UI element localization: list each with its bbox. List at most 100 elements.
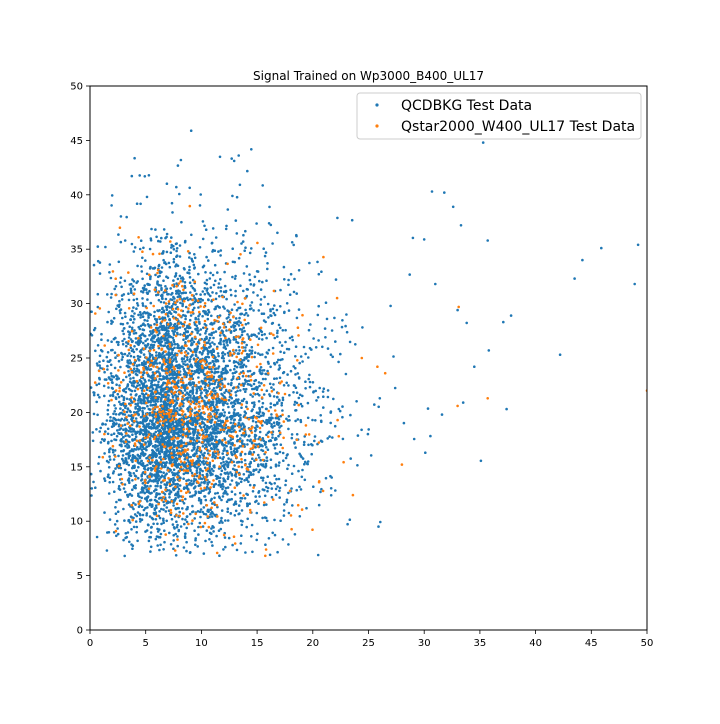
data-point [134, 372, 138, 376]
data-point [164, 441, 167, 444]
data-point [112, 391, 115, 394]
data-point [170, 353, 174, 356]
data-point [240, 534, 243, 537]
data-point [147, 467, 150, 470]
data-point [150, 332, 153, 335]
data-point [203, 386, 207, 389]
data-point [292, 243, 296, 247]
data-point [261, 372, 264, 375]
data-point [129, 393, 133, 396]
data-point [208, 387, 211, 390]
data-point [121, 454, 125, 457]
data-point [277, 464, 281, 467]
data-point [130, 543, 133, 546]
data-point [209, 508, 212, 512]
data-point [106, 442, 110, 445]
data-point [163, 540, 166, 544]
data-point [106, 360, 110, 363]
data-point [232, 324, 235, 327]
data-point [225, 449, 229, 453]
data-point [149, 277, 152, 281]
data-point [181, 404, 185, 408]
data-point [157, 355, 161, 359]
data-point [263, 421, 267, 424]
data-point [152, 330, 155, 333]
data-point [265, 503, 268, 506]
data-point [269, 223, 273, 227]
data-point [246, 169, 249, 173]
data-point [297, 308, 301, 311]
data-point [261, 184, 265, 187]
data-point [115, 500, 118, 504]
data-point [217, 365, 221, 368]
data-point [287, 384, 290, 387]
data-point [154, 479, 157, 483]
data-point [116, 532, 120, 536]
data-point [298, 361, 302, 365]
data-point [211, 544, 214, 547]
data-point [151, 444, 155, 448]
data-point [135, 514, 139, 518]
data-point [174, 456, 178, 460]
data-point [224, 290, 227, 294]
data-point [173, 297, 176, 300]
data-point [210, 368, 213, 371]
data-point [159, 300, 163, 304]
data-point [257, 491, 260, 494]
data-point [256, 532, 259, 536]
data-point [232, 338, 235, 341]
data-point [219, 473, 223, 476]
data-point [248, 483, 252, 487]
data-point [141, 297, 144, 300]
data-point [246, 355, 249, 358]
data-point [231, 260, 235, 264]
data-point [141, 304, 145, 307]
data-point [222, 343, 226, 346]
data-point [148, 515, 152, 518]
data-point [250, 301, 254, 304]
data-point [144, 427, 147, 431]
data-point [239, 500, 242, 503]
data-point [112, 424, 116, 428]
data-point [175, 254, 179, 257]
data-point [257, 464, 260, 468]
data-point [271, 436, 274, 439]
data-point [193, 529, 196, 532]
data-point [223, 414, 226, 417]
data-point [210, 540, 213, 544]
data-point [172, 248, 176, 251]
data-point [121, 459, 125, 462]
data-point [274, 493, 278, 497]
data-point [134, 386, 138, 389]
data-point [252, 473, 255, 476]
data-point [219, 249, 223, 252]
data-point [260, 476, 263, 480]
data-point [208, 443, 211, 447]
data-point [261, 411, 265, 415]
data-point [185, 515, 189, 518]
data-point [190, 479, 193, 483]
data-point [178, 192, 181, 196]
data-point [201, 525, 205, 528]
data-point [191, 381, 194, 384]
data-point [266, 475, 270, 479]
data-point [205, 529, 209, 532]
data-point [189, 422, 193, 426]
data-point [238, 327, 242, 331]
data-point [222, 548, 225, 551]
data-point [320, 270, 323, 274]
data-point [276, 231, 279, 235]
data-point [209, 294, 212, 298]
data-point [155, 293, 158, 297]
data-point [172, 526, 176, 529]
data-point [243, 410, 247, 414]
data-point [158, 456, 161, 459]
data-point [139, 444, 143, 447]
data-point [260, 312, 264, 316]
data-point [297, 396, 301, 400]
data-point [321, 390, 325, 393]
data-point [211, 502, 214, 505]
data-point [128, 540, 131, 544]
data-point [204, 271, 207, 274]
data-point [269, 402, 273, 405]
